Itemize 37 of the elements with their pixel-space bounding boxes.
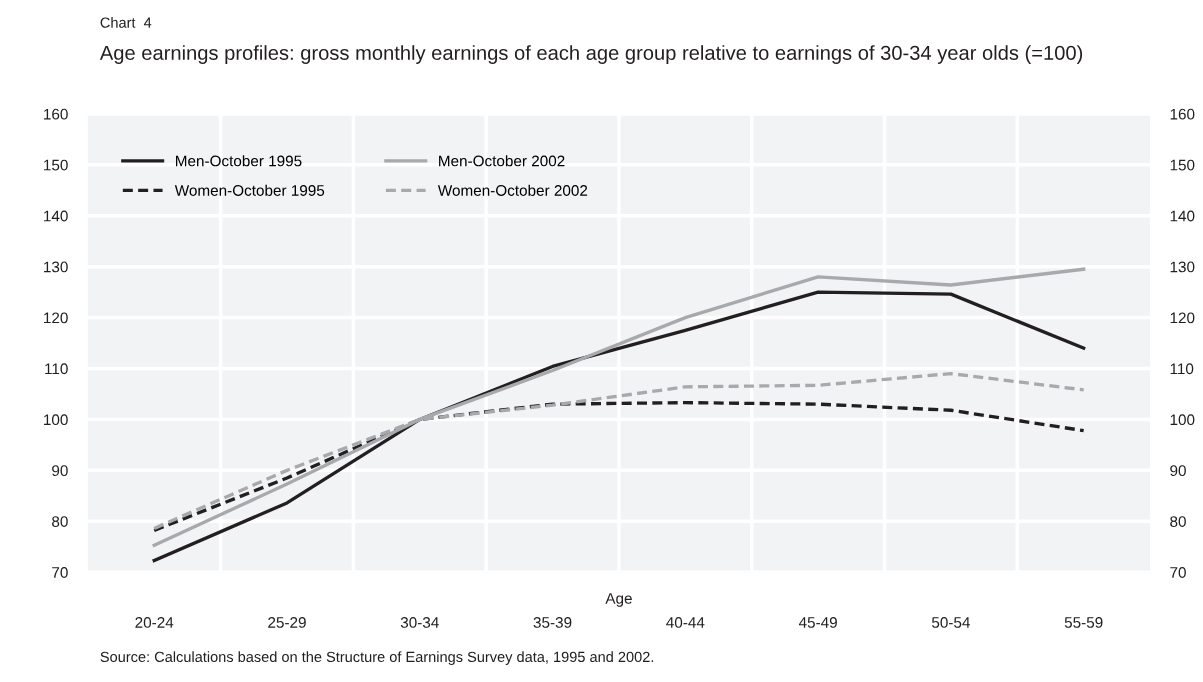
y2-tick-label: 100 xyxy=(1170,414,1195,426)
x-tick-label: 30-34 xyxy=(400,617,439,628)
x-axis-title: Age xyxy=(605,593,632,607)
y2-tick-label: 70 xyxy=(1170,567,1186,578)
y2-tick-label: 130 xyxy=(1170,261,1195,273)
y2-tick-label: 120 xyxy=(1170,312,1195,324)
x-tick-label: 35-39 xyxy=(533,617,572,628)
y2-tick-label: 80 xyxy=(1170,516,1186,527)
line-series xyxy=(152,400,1086,533)
source-note: Source: Calculations based on the Structure of Earnings Survey data, 1995 and 2002. xyxy=(100,651,654,665)
legend-label: Men-October 2002 xyxy=(439,155,565,167)
x-tick-label: 25-29 xyxy=(268,617,306,628)
y2-tick-label: 90 xyxy=(1170,465,1186,477)
y2-tick-label: 150 xyxy=(1170,159,1195,171)
y-tick-label: 90 xyxy=(52,465,68,477)
y-tick-label: 150 xyxy=(44,159,68,171)
y-tick-label: 140 xyxy=(44,210,68,222)
y-tick-label: 110 xyxy=(45,363,68,375)
y2-tick-label: 110 xyxy=(1170,363,1194,375)
y-tick-label: 100 xyxy=(44,414,68,426)
y2-tick-label: 160 xyxy=(1170,108,1195,120)
chart-subtitle: Age earnings profiles: gross monthly earnings of each age group relative to earnings of 30-34 year olds (=100) xyxy=(99,45,1083,64)
x-tick-label: 50-54 xyxy=(931,617,970,628)
y2-tick-label: 140 xyxy=(1170,210,1195,222)
x-tick-label: 55-59 xyxy=(1064,617,1103,628)
chart-title: Chart 4 xyxy=(100,17,152,28)
legend-label: Men-October 1995 xyxy=(176,155,302,167)
legend-label: Women-October 2002 xyxy=(437,184,588,196)
y-tick-label: 70 xyxy=(52,567,68,578)
y-tick-label: 80 xyxy=(52,516,68,527)
x-tick-label: 40-44 xyxy=(666,617,705,628)
y-tick-label: 130 xyxy=(44,261,68,273)
x-tick-label: 45-49 xyxy=(798,617,837,628)
y-tick-label: 160 xyxy=(44,108,68,120)
x-tick-label: 20-24 xyxy=(135,617,174,628)
y-tick-label: 120 xyxy=(44,312,68,324)
legend-label: Women-October 1995 xyxy=(174,184,325,196)
